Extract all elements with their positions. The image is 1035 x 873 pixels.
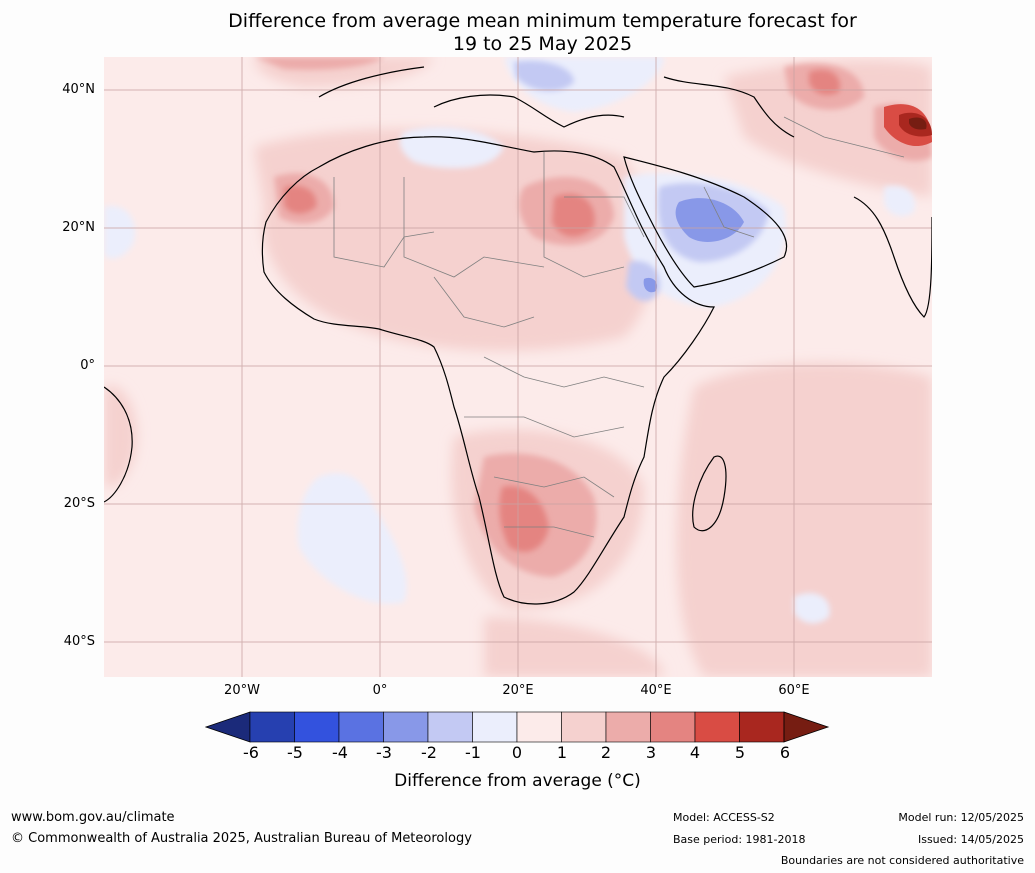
colorbar-label: 0: [511, 743, 523, 762]
colorbar-label: 2: [600, 743, 612, 762]
colorbar-label: -1: [465, 743, 481, 762]
lon-label-60e: 60°E: [778, 683, 810, 698]
madagascar-coastline: [692, 455, 727, 532]
coastlines: [104, 66, 932, 605]
colorbar-arrow-left: [205, 711, 251, 743]
colorbar-label: -5: [287, 743, 303, 762]
colorbar-segment: [516, 711, 562, 743]
lon-label-20e: 20°E: [502, 683, 534, 698]
colorbar-label: 3: [645, 743, 657, 762]
colorbar-label: -6: [243, 743, 259, 762]
map-title-line2: 19 to 25 May 2025: [452, 33, 633, 55]
lat-label-20n: 20°N: [62, 220, 95, 235]
lon-label-0: 0°: [372, 683, 388, 698]
arabia-coastline: [623, 156, 788, 288]
africa-coastline: [261, 136, 715, 605]
lat-label-40s: 40°S: [63, 634, 95, 649]
map-title-line1: Difference from average mean minimum tem…: [228, 10, 857, 32]
south-america-coastline: [104, 386, 133, 503]
colorbar-label: 4: [689, 743, 701, 762]
colorbar-segment: [739, 711, 785, 743]
colorbar-title: Difference from average (°C): [394, 771, 641, 791]
colorbar-label: 1: [556, 743, 568, 762]
anomaly-map: [104, 57, 932, 677]
model-text: Model: ACCESS-S2: [673, 811, 775, 824]
disclaimer-text: Boundaries are not considered authoritat…: [780, 854, 1024, 867]
colorbar-label: 6: [779, 743, 791, 762]
colorbar-segment: [294, 711, 340, 743]
india-coastline: [853, 196, 932, 318]
colorbar-segment: [338, 711, 384, 743]
model-run-text: Model run: 12/05/2025: [898, 811, 1024, 824]
colorbar-segment: [650, 711, 696, 743]
lat-label-20s: 20°S: [63, 496, 95, 511]
colorbar: [205, 711, 830, 743]
colorbar-segment: [694, 711, 740, 743]
colorbar-arrow-right: [783, 711, 830, 743]
country-borders: [333, 116, 905, 538]
colorbar-segment: [249, 711, 295, 743]
anomaly-field: [104, 57, 932, 677]
europe-coastline: [318, 66, 795, 138]
colorbar-label: -4: [332, 743, 348, 762]
lat-label-0: 0°: [80, 358, 95, 373]
lon-label-40e: 40°E: [640, 683, 672, 698]
lon-label-20w: 20°W: [224, 683, 260, 698]
website-link[interactable]: www.bom.gov.au/climate: [11, 810, 175, 825]
copyright-text: © Commonwealth of Australia 2025, Austra…: [11, 831, 472, 846]
colorbar-label: -2: [421, 743, 437, 762]
colorbar-label: 5: [734, 743, 746, 762]
colorbar-label: -3: [376, 743, 392, 762]
base-period-text: Base period: 1981-2018: [673, 833, 806, 846]
graticule: [104, 57, 932, 677]
colorbar-segment: [472, 711, 518, 743]
colorbar-segment: [383, 711, 429, 743]
colorbar-segment: [561, 711, 607, 743]
colorbar-segment: [605, 711, 651, 743]
issued-text: Issued: 14/05/2025: [917, 833, 1024, 846]
lat-label-40n: 40°N: [62, 82, 95, 97]
colorbar-segment: [427, 711, 473, 743]
